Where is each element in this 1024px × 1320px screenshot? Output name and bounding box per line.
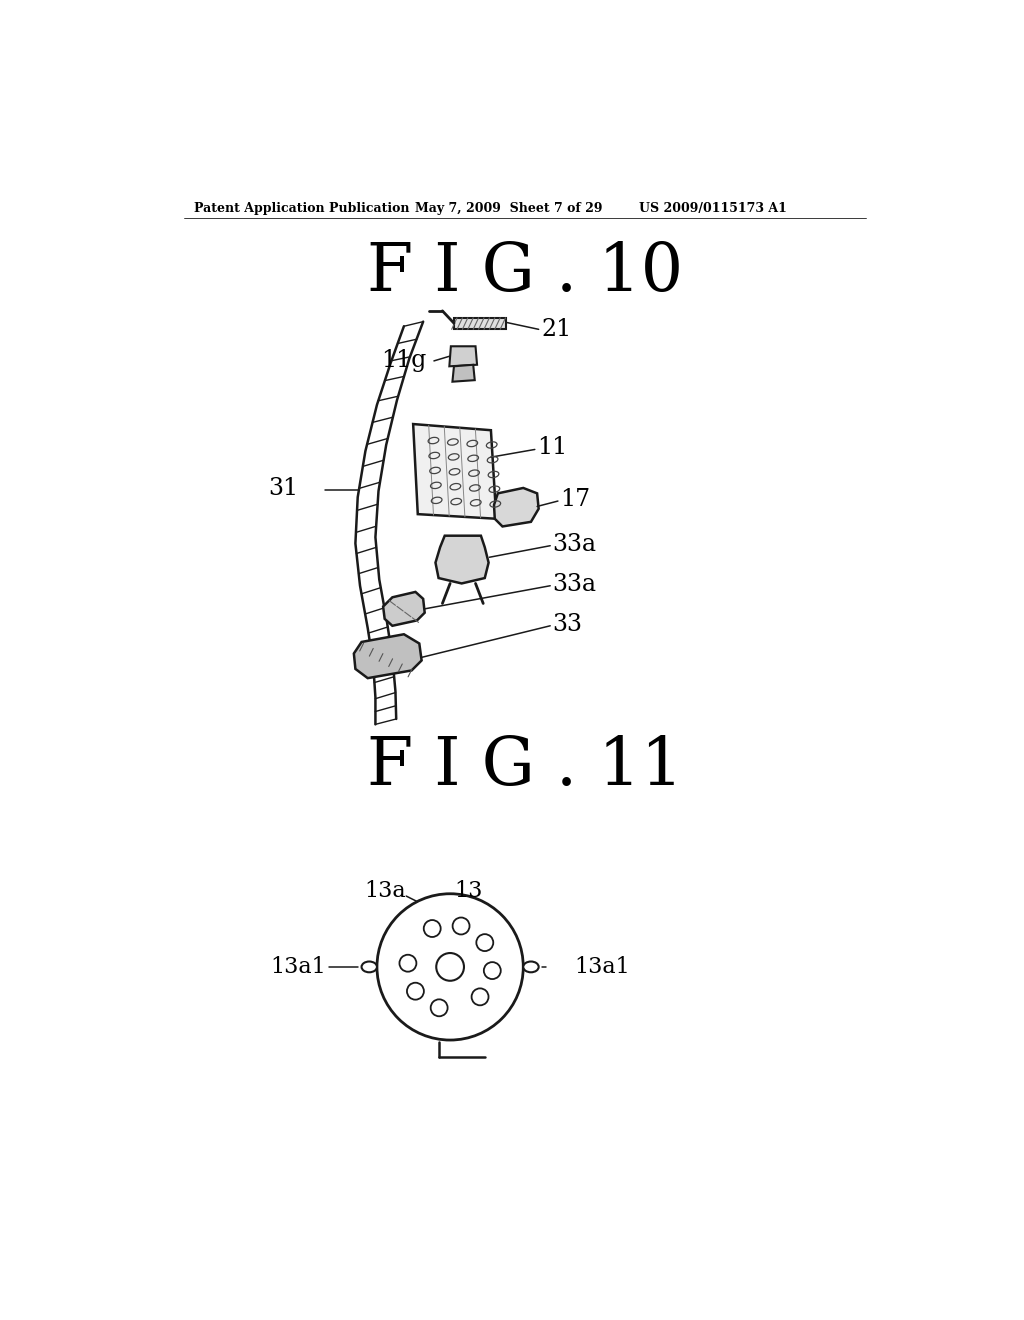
- Circle shape: [399, 954, 417, 972]
- Polygon shape: [494, 488, 539, 527]
- Circle shape: [472, 989, 488, 1006]
- Text: Patent Application Publication: Patent Application Publication: [194, 202, 410, 215]
- Circle shape: [407, 982, 424, 999]
- Polygon shape: [354, 635, 422, 678]
- Polygon shape: [453, 364, 475, 381]
- Circle shape: [431, 999, 447, 1016]
- Text: 31: 31: [268, 478, 298, 500]
- Text: F I G . 10: F I G . 10: [367, 240, 683, 305]
- Text: May 7, 2009  Sheet 7 of 29: May 7, 2009 Sheet 7 of 29: [416, 202, 603, 215]
- Ellipse shape: [523, 961, 539, 973]
- Text: F I G . 11: F I G . 11: [367, 734, 683, 800]
- Text: 11: 11: [538, 437, 567, 459]
- Text: 13a1: 13a1: [270, 956, 326, 978]
- Text: 13a1: 13a1: [574, 956, 630, 978]
- Polygon shape: [435, 536, 488, 583]
- Text: 33a: 33a: [553, 573, 597, 595]
- Text: 13a: 13a: [364, 880, 406, 903]
- Circle shape: [436, 953, 464, 981]
- Text: 13: 13: [454, 880, 482, 903]
- Circle shape: [483, 962, 501, 979]
- Text: 33a: 33a: [553, 533, 597, 556]
- Text: US 2009/0115173 A1: US 2009/0115173 A1: [639, 202, 786, 215]
- Text: 17: 17: [560, 488, 591, 511]
- Polygon shape: [454, 318, 506, 330]
- Polygon shape: [450, 346, 477, 367]
- Circle shape: [377, 894, 523, 1040]
- Text: 21: 21: [541, 318, 571, 341]
- Circle shape: [476, 935, 494, 952]
- Ellipse shape: [361, 961, 377, 973]
- Polygon shape: [413, 424, 497, 519]
- Text: 33: 33: [553, 612, 583, 636]
- Polygon shape: [383, 591, 425, 626]
- Circle shape: [424, 920, 440, 937]
- Text: 11g: 11g: [381, 350, 426, 372]
- Circle shape: [453, 917, 470, 935]
